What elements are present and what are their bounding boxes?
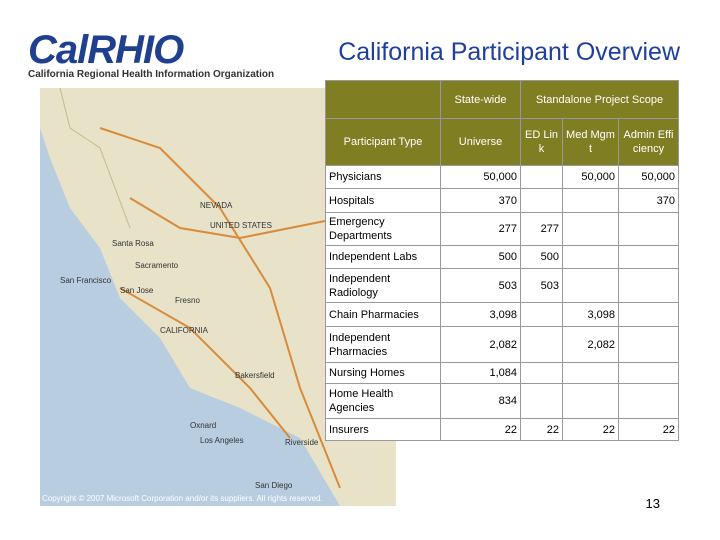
type-cell: Chain Pharmacies [325,302,441,327]
table-row: Insurers 22 22 22 22 [325,418,679,441]
table-row: Emergency Departments 277 277 [325,212,679,246]
value-cell: 1,084 [440,362,521,384]
value-cell [618,326,679,363]
header-cell: ED Link [520,118,563,166]
type-cell: Independent Pharmacies [325,326,441,363]
header-row: State-wide Standalone Project Scope [325,80,679,119]
type-cell: Nursing Homes [325,362,441,384]
group-header: Standalone Project Scope [520,80,679,119]
header-row: Participant Type Universe ED Link Med Mgmt A… [325,118,679,166]
header-cell: Participant Type [325,118,441,166]
group-header: State-wide [440,80,521,119]
map-label: San Francisco [60,276,112,285]
value-cell: 22 [618,418,679,441]
value-cell [562,383,619,419]
value-cell [520,383,563,419]
logo-subtitle: California Regional Health Information O… [28,69,275,80]
value-cell: 277 [440,212,521,246]
header-cell: Med Mgmt [562,118,619,166]
map-label: Fresno [175,296,200,305]
map-label: UNITED STATES [210,221,272,230]
map-label: Los Angeles [200,436,244,445]
logo-name: CalRHIO [28,28,184,72]
value-cell [520,165,563,189]
type-cell: Insurers [325,418,441,441]
map-label: San Diego [255,481,293,490]
map-border [59,88,131,229]
map-road [119,287,291,439]
map-land [40,88,396,506]
value-cell [618,245,679,269]
value-cell: 500 [520,245,563,269]
value-cell: 277 [520,212,563,246]
header-cell: Universe [440,118,521,166]
value-cell [618,212,679,246]
value-cell [520,326,563,363]
map-label: San Jose [120,286,154,295]
table-row: Nursing Homes 1,084 [325,362,679,384]
value-cell [618,362,679,384]
value-cell: 834 [440,383,521,419]
table-row: Home Health Agencies 834 [325,383,679,419]
value-cell [562,245,619,269]
page-number: 13 [645,496,660,511]
value-cell: 50,000 [440,165,521,189]
map-label: NEVADA [200,201,233,210]
participant-table: State-wide Standalone Project Scope Partic… [325,80,679,441]
value-cell [618,268,679,303]
table-row: Independent Pharmacies 2,082 2,082 [325,326,679,363]
value-cell: 500 [440,245,521,269]
value-cell [562,212,619,246]
value-cell [520,302,563,327]
value-cell: 3,098 [562,302,619,327]
table-row: Chain Pharmacies 3,098 3,098 [325,302,679,327]
header-cell [325,80,441,119]
type-cell: Independent Radiology [325,268,441,303]
value-cell: 370 [618,188,679,213]
value-cell [520,188,563,213]
type-cell: Physicians [325,165,441,189]
value-cell [562,188,619,213]
type-cell: Home Health Agencies [325,383,441,419]
value-cell: 2,082 [562,326,619,363]
value-cell: 50,000 [618,165,679,189]
header-cell: Admin Efficiency [618,118,679,166]
map-label: Sacramento [135,261,179,270]
value-cell: 370 [440,188,521,213]
logo: CalRHIO California Regional Health Infor… [28,28,274,80]
value-cell: 50,000 [562,165,619,189]
map-label: Oxnard [190,421,216,430]
map-label: CALIFORNIA [160,326,209,335]
table-row: Independent Radiology 503 503 [325,268,679,303]
map-label: Riverside [285,438,319,447]
map-label: Santa Rosa [112,239,154,248]
map-road [99,127,341,489]
slide-title: California Participant Overview [338,38,680,66]
map-label: Bakersfield [235,371,275,380]
value-cell [618,302,679,327]
value-cell [520,362,563,384]
table-row: Physicians 50,000 50,000 50,000 [325,165,679,189]
value-cell [562,268,619,303]
value-cell: 22 [440,418,521,441]
value-cell [562,362,619,384]
type-cell: Hospitals [325,188,441,213]
type-cell: Emergency Departments [325,212,441,246]
table-row: Hospitals 370 370 [325,188,679,213]
map-road [129,197,341,240]
table-row: Independent Labs 500 500 [325,245,679,269]
value-cell: 3,098 [440,302,521,327]
value-cell: 503 [440,268,521,303]
value-cell: 2,082 [440,326,521,363]
value-cell: 503 [520,268,563,303]
value-cell [618,383,679,419]
map-copyright: Copyright © 2007 Microsoft Corporation a… [42,494,323,503]
value-cell: 22 [520,418,563,441]
type-cell: Independent Labs [325,245,441,269]
value-cell: 22 [562,418,619,441]
